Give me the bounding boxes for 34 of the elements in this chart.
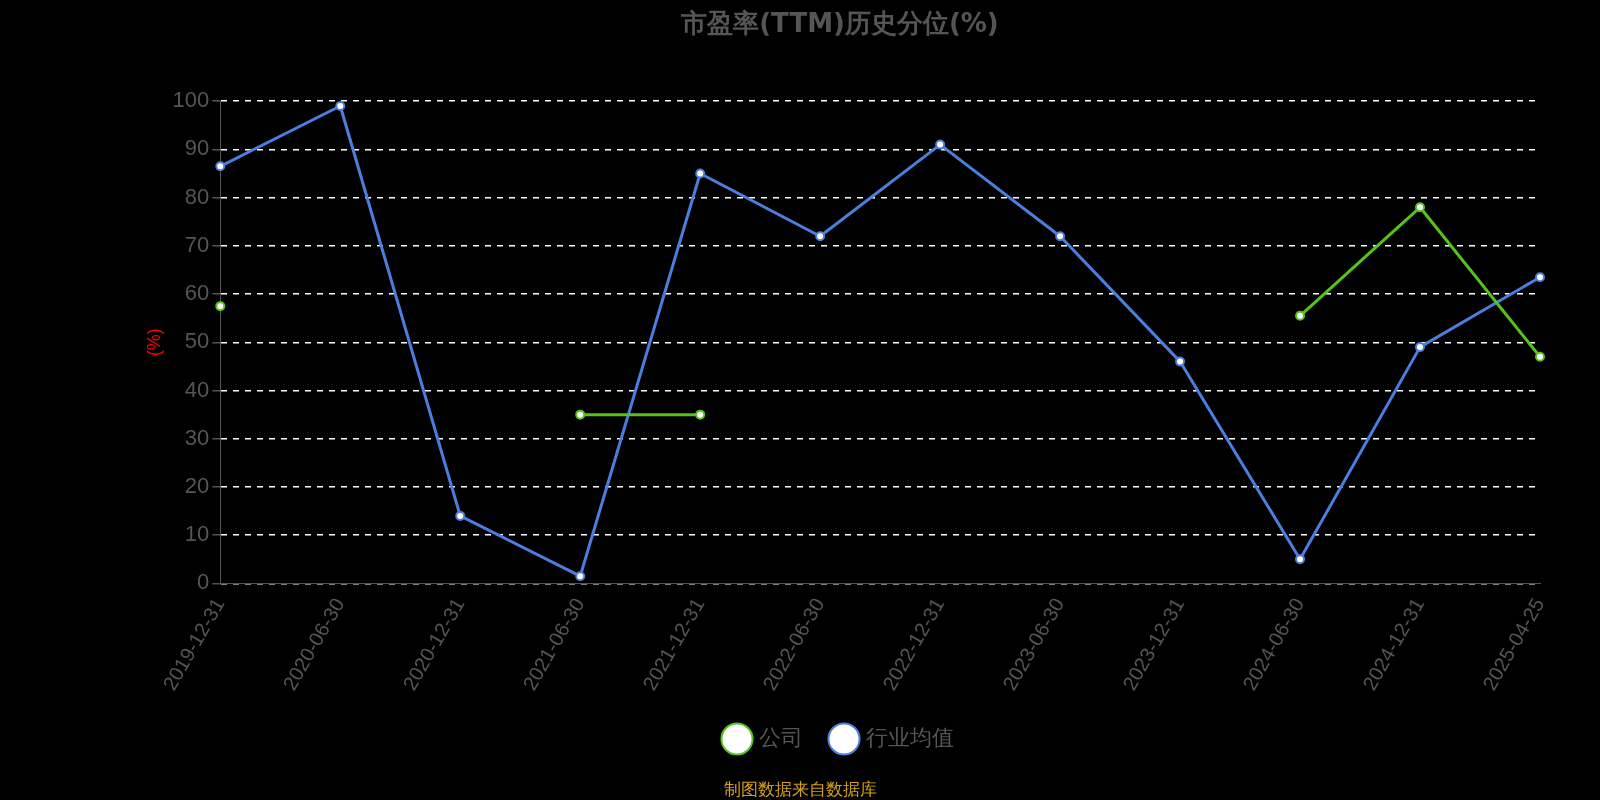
- point: [1415, 202, 1426, 213]
- point: [1295, 310, 1306, 321]
- point: [815, 231, 826, 242]
- y-tick-label: 40: [184, 376, 210, 402]
- point: [1175, 356, 1186, 367]
- y-tick-label: 60: [184, 280, 210, 306]
- y-tick-label: 30: [184, 424, 210, 450]
- y-tick-label: 0: [197, 569, 210, 595]
- y-tick-label: 80: [184, 183, 210, 209]
- point: [215, 301, 226, 312]
- y-tick-label: 10: [184, 521, 210, 547]
- point: [1415, 342, 1426, 353]
- point: [575, 571, 586, 582]
- y-tick-label: 100: [172, 87, 210, 113]
- chart-title: 市盈率(TTM)历史分位(%): [680, 8, 999, 39]
- text: 制图数据来自数据库: [722, 778, 878, 800]
- point: [215, 161, 226, 172]
- y-tick-label: 90: [184, 135, 210, 161]
- point: [1295, 554, 1306, 565]
- legend-label: 公司: [759, 725, 803, 751]
- point: [695, 168, 706, 179]
- legend-label: 行业均值: [866, 725, 954, 751]
- point: [1055, 231, 1066, 242]
- y-tick-label: 70: [184, 231, 210, 257]
- point: [335, 101, 346, 112]
- y-tick-label: 20: [184, 473, 210, 499]
- y-axis-title: (%): [143, 328, 164, 357]
- point: [455, 510, 466, 521]
- y-tick-label: 50: [184, 328, 210, 354]
- point: [1535, 272, 1545, 283]
- point: [695, 409, 706, 420]
- point: [935, 139, 946, 150]
- point: [575, 409, 586, 420]
- point: [1535, 351, 1545, 362]
